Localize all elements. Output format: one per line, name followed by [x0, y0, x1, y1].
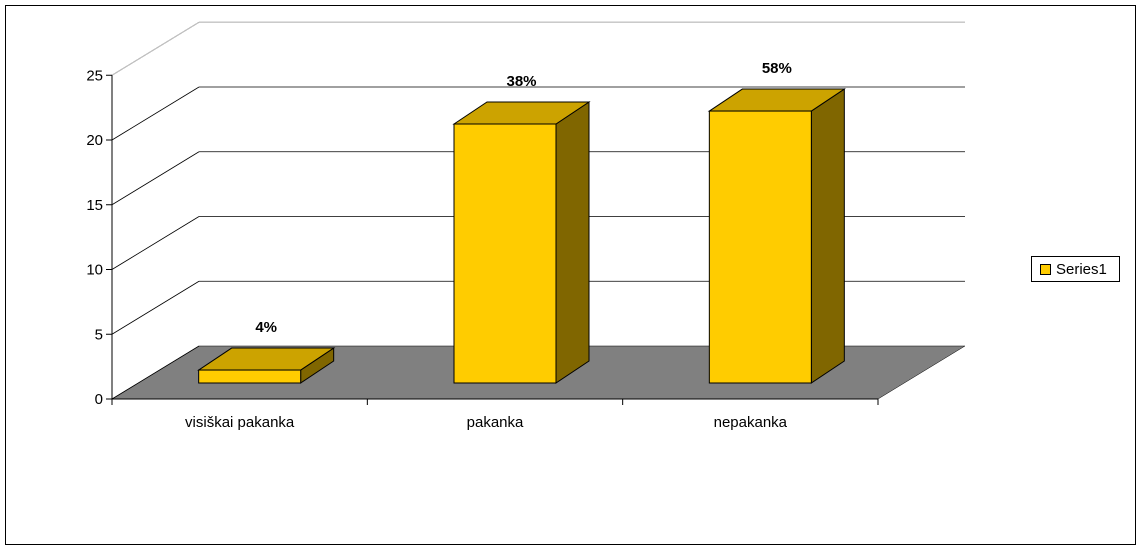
x-tick-label: visiškai pakanka: [185, 414, 295, 431]
legend-label: Series1: [1056, 261, 1107, 278]
data-label: 38%: [506, 73, 536, 90]
bar: [454, 102, 589, 383]
y-tick-label: 20: [86, 132, 103, 149]
wall-gridline: [112, 281, 199, 334]
bar-side: [811, 89, 844, 383]
y-tick-label: 15: [86, 197, 103, 214]
bar-front: [709, 111, 811, 383]
y-tick-label: 10: [86, 262, 103, 279]
data-label: 4%: [255, 319, 277, 336]
wall-top-edge: [112, 22, 199, 75]
bar-front: [199, 370, 301, 383]
legend-swatch: [1040, 264, 1051, 275]
data-label: 58%: [762, 60, 792, 77]
y-tick-label: 25: [86, 67, 103, 84]
bar-front: [454, 124, 556, 383]
chart-plot: 0 5 10 15 20 25 visiškai pakanka pakanka nepakan…: [0, 0, 1141, 533]
wall-gridline: [112, 217, 199, 270]
wall-gridline: [112, 152, 199, 205]
legend: Series1: [1031, 256, 1120, 282]
x-tick-label: nepakanka: [714, 414, 788, 431]
y-tick-label: 0: [95, 391, 103, 408]
y-tick-label: 5: [95, 326, 103, 343]
bar: [709, 89, 844, 383]
wall-gridline: [112, 87, 199, 140]
bar-side: [556, 102, 589, 383]
x-tick-label: pakanka: [467, 414, 524, 431]
